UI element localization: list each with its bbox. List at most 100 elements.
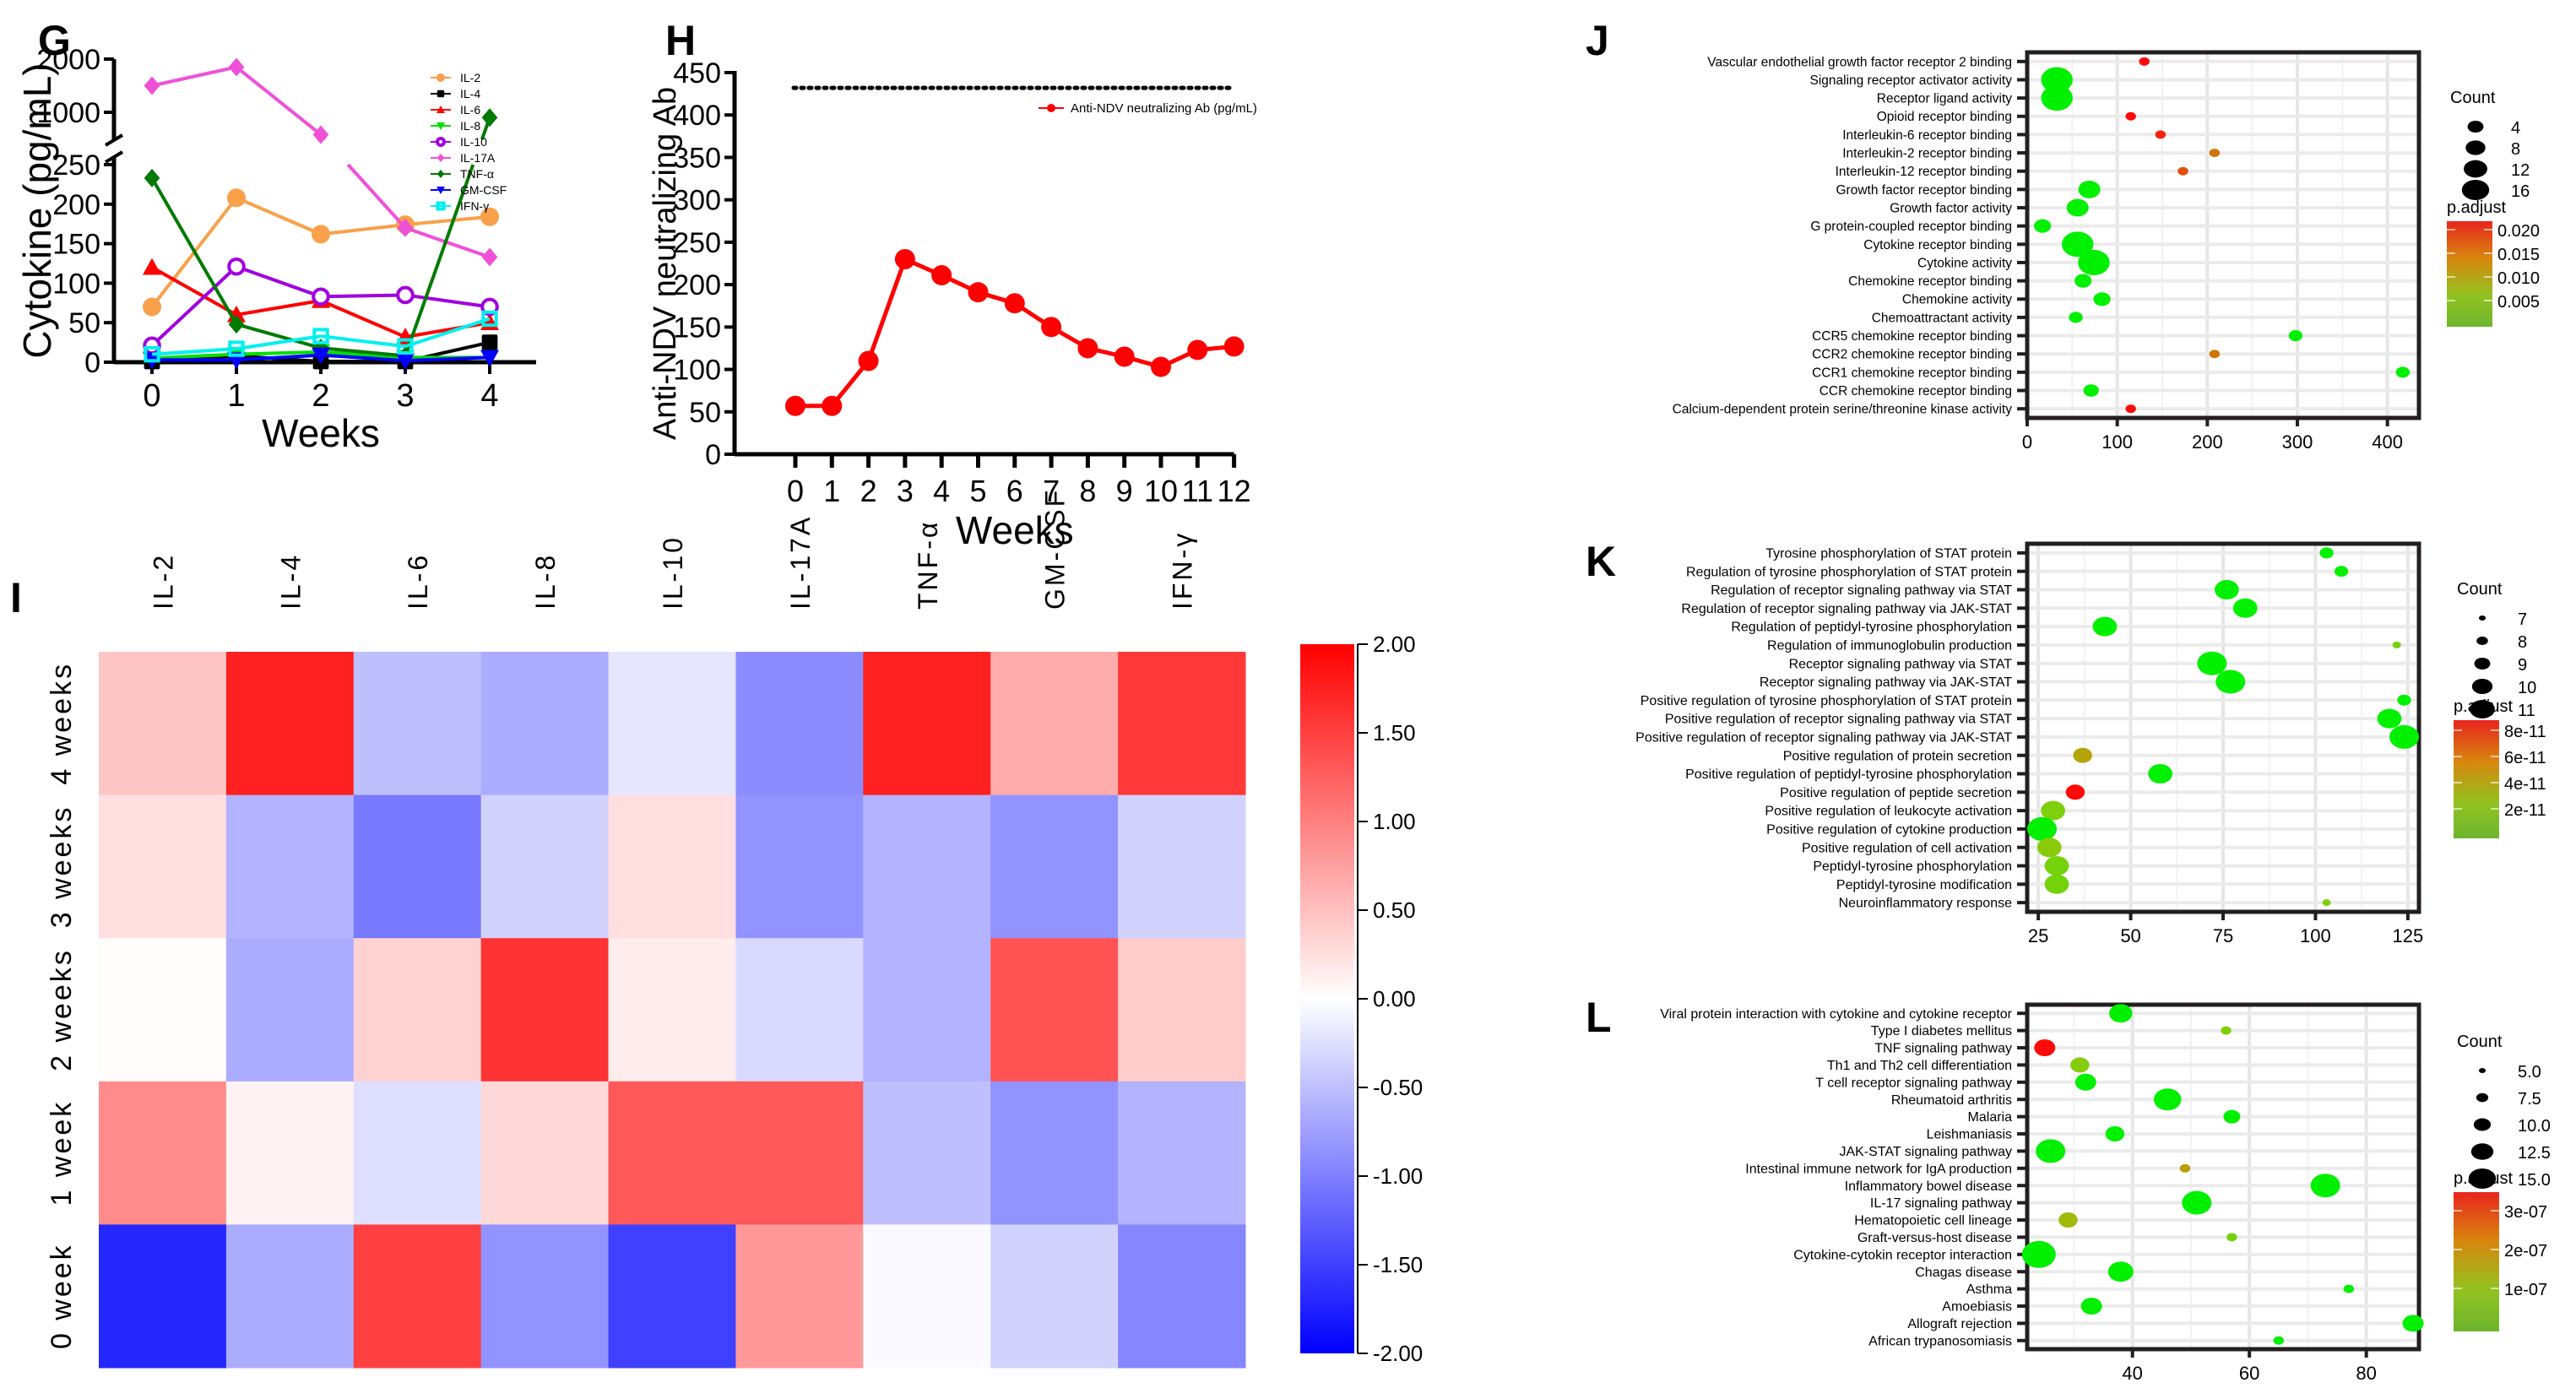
term-label: T cell receptor signaling pathway [1815,1076,2012,1090]
y-tick-label: 200 [52,189,100,221]
term-label: Cytokine receptor binding [1863,238,2012,252]
series-il-17a [144,57,498,267]
term-label: Amoebiasis [1942,1300,2012,1315]
data-point [144,168,160,187]
column-label: IL-6 [403,553,433,610]
data-point [312,328,329,344]
colorbar-tick-label: 2.00 [1373,632,1416,657]
x-tick-label: 300 [2282,431,2313,453]
column-label: IFN-γ [1168,531,1198,610]
term-dot [2041,67,2073,93]
heatmap-cell [863,794,991,939]
heatmap-cell [990,794,1119,939]
panel-label-h: H [665,17,696,64]
heatmap-cell [480,794,610,939]
size-legend-dot [2468,1168,2497,1189]
legend-marker [436,137,446,147]
color-legend-title: p.adjust [2447,198,2506,217]
size-legend-dot [2474,658,2491,670]
data-point [894,248,915,269]
data-point [143,297,161,317]
heatmap-cell [608,794,736,939]
y-tick-label: 150 [52,229,100,261]
color-legend-label: 0.020 [2497,222,2540,241]
heatmap-cell [863,1081,991,1225]
term-dot [2107,1261,2134,1282]
series-line [151,65,237,88]
row-label: 3 weeks [46,805,78,929]
term-label: Inflammatory bowel disease [1845,1179,2012,1194]
term-dot [2041,85,2073,111]
size-legend-label: 7 [2518,610,2527,629]
term-dot [2066,198,2089,217]
term-label: IL-17 signaling pathway [1870,1196,2012,1211]
term-label: Positive regulation of cytokine producti… [1766,823,2012,838]
term-dot [2078,249,2110,275]
y-tick-label: 150 [673,312,721,344]
term-label: Viral protein interaction with cytokine … [1660,1007,2012,1022]
color-legend-bar [2454,720,2499,838]
term-label: Peptidyl-tyrosine modification [1836,878,2012,892]
term-dot [2389,724,2419,749]
term-label: Signaling receptor activator activity [1809,73,2012,88]
x-tick-label: 6 [1006,474,1023,508]
data-point [822,395,843,416]
heatmap-cell [1118,938,1246,1082]
size-legend-dot [2473,1118,2492,1131]
column-label: GM-CSF [1040,488,1071,610]
x-tick-label: 4 [480,378,498,414]
column-label: TNF-α [913,520,943,610]
legend-marker [437,89,445,98]
term-label: Peptidyl-tyrosine phosphorylation [1813,859,2012,874]
heatmap-cell [990,938,1119,1082]
data-point [312,125,329,144]
term-dot [2334,566,2349,577]
x-tick-label: 1 [227,378,245,414]
y-tick-label: 100 [673,355,721,387]
y-tick-label: 200 [673,269,721,301]
legend-marker [437,106,445,113]
term-label: Malaria [1968,1110,2013,1125]
heatmap-cell [608,1081,736,1225]
chart-j-dotplot: J Vascular endothelial growth factor rece… [1586,17,2540,453]
data-point [228,340,245,357]
size-legend-label: 10 [2518,679,2536,697]
term-dot [2310,1174,2340,1198]
series-line [320,346,406,358]
data-point [227,188,246,208]
series-anti-ndv [785,248,1245,416]
heatmap-cell [863,652,991,796]
legend-label: IL-4 [460,87,480,100]
data-point [858,350,879,371]
data-point [480,207,499,226]
series-line [320,350,406,360]
series-line [320,299,406,339]
data-point [396,285,415,305]
axis-break-mark [104,150,124,164]
data-point [312,287,330,306]
x-tick-label: 50 [2120,925,2140,946]
term-dot [2041,800,2066,821]
series-line [404,214,491,227]
data-point [481,310,498,328]
legend-label: IL-17A [460,151,496,165]
x-axis-title: Weeks [262,411,380,455]
x-tick-label: 9 [1116,474,1133,508]
colorbar-tick-label: -0.50 [1373,1075,1423,1100]
x-tick-label: 75 [2213,925,2233,946]
series-line [320,334,406,349]
term-dot [2395,366,2410,378]
plot-frame [2025,50,2421,420]
x-tick-label: 60 [2239,1363,2259,1384]
term-dot [2197,651,2227,675]
term-dot [2288,330,2303,342]
term-dot [2027,816,2058,841]
color-legend-label: 2e-11 [2504,801,2546,820]
x-tick-label: 1 [823,474,840,508]
term-dot [2105,1126,2125,1141]
term-dot [2058,1212,2078,1228]
color-legend-label: 1e-07 [2504,1281,2547,1299]
data-point [144,345,160,363]
term-label: Interleukin-12 receptor binding [1836,165,2012,179]
